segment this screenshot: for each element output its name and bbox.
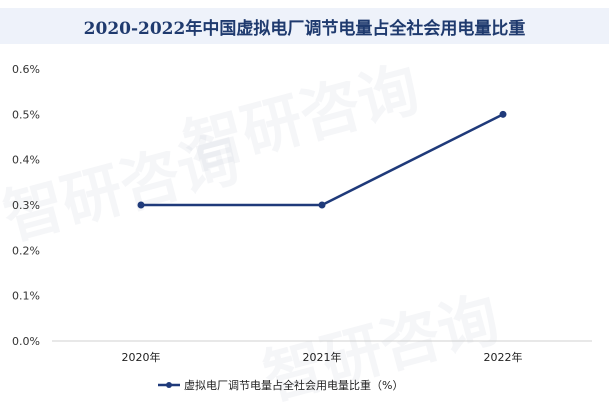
- x-tick-label: 2022年: [484, 350, 523, 364]
- data-point: [318, 201, 326, 209]
- y-tick-label: 0.5%: [12, 108, 40, 121]
- y-tick-label: 0.2%: [12, 244, 40, 257]
- legend-label: 虚拟电厂调节电量占全社会用电量比重（%）: [184, 378, 403, 392]
- y-tick-label: 0.4%: [12, 154, 40, 167]
- y-tick-label: 0.6%: [12, 63, 40, 76]
- x-tick-label: 2021年: [303, 350, 342, 364]
- y-tick-label: 0.0%: [12, 335, 40, 348]
- x-tick-label: 2020年: [122, 350, 161, 364]
- series-line: [141, 113, 504, 207]
- legend-marker: [166, 382, 172, 388]
- data-point: [499, 110, 507, 118]
- title-bar: 2020-2022年中国虚拟电厂调节电量占全社会用电量比重: [0, 8, 609, 44]
- line-chart: 0.0% 0.1% 0.2% 0.3% 0.4% 0.5% 0.6% 2020年 2021年 20…: [12, 63, 592, 392]
- chart-title: 2020-2022年中国虚拟电厂调节电量占全社会用电量比重: [83, 18, 526, 39]
- data-point: [137, 201, 145, 209]
- y-tick-label: 0.3%: [12, 199, 40, 212]
- y-tick-label: 0.1%: [12, 290, 40, 303]
